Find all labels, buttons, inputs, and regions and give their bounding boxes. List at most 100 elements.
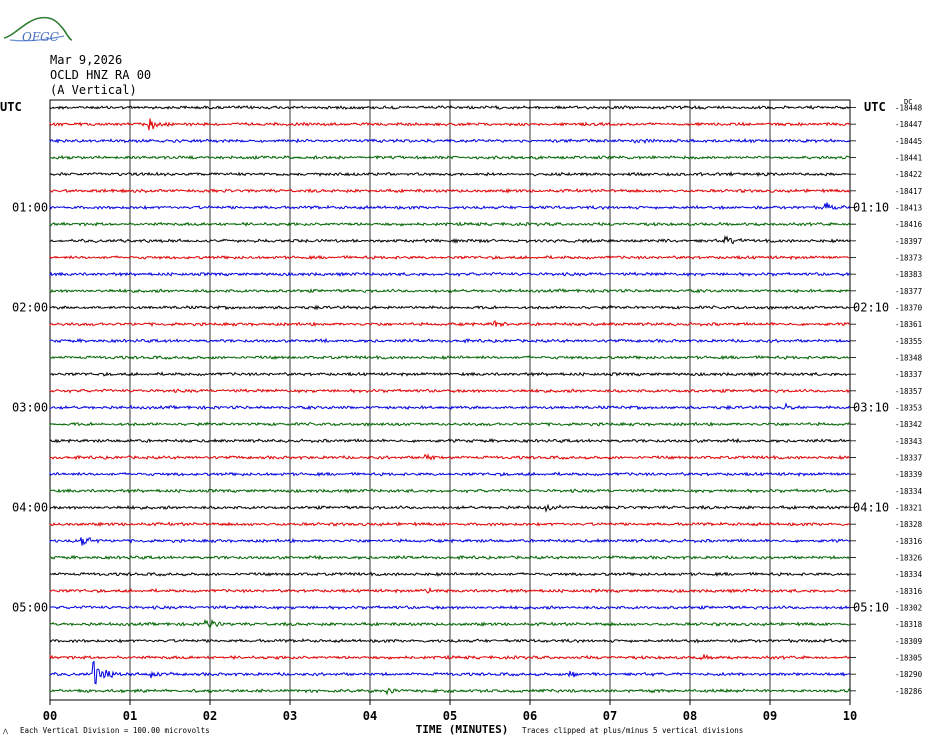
dc-offset-label: -18326	[895, 554, 923, 563]
dc-offset-label: -18448	[895, 104, 923, 113]
dc-offset-label: -18321	[895, 504, 922, 513]
trace-row-5	[49, 187, 851, 194]
left-time-label: 02:00	[12, 301, 48, 315]
trace-row-1	[49, 118, 851, 131]
dc-offset-label: -18447	[895, 120, 922, 129]
seismic-traces	[49, 104, 851, 696]
right-time-label: 01:10	[853, 201, 889, 215]
trace-row-13	[49, 319, 851, 328]
dc-offset-label: -18417	[895, 187, 922, 196]
dc-offset-label: -18353	[895, 404, 922, 413]
logo-text: OFGC	[22, 30, 59, 44]
trace-row-24	[49, 503, 851, 513]
dc-offset-label: -18337	[895, 370, 922, 379]
dc-offset-label: -18302	[895, 604, 922, 613]
x-tick-label: 08	[683, 709, 697, 723]
right-time-label: 03:10	[853, 401, 889, 415]
right-time-label: 05:10	[853, 601, 889, 615]
footer-scale-note: Each Vertical Division = 100.00 microvol…	[20, 726, 210, 735]
trace-row-32	[49, 638, 851, 644]
right-time-labels: 01:10 02:10 03:10 04:10 05:10	[853, 201, 889, 615]
dc-offset-label: -18342	[895, 420, 922, 429]
trace-row-18	[49, 402, 851, 411]
trace-row-22	[49, 471, 851, 477]
trace-row-0	[49, 104, 851, 111]
left-time-label: 04:00	[12, 501, 48, 515]
trace-row-10	[49, 271, 851, 277]
left-axis-title: UTC	[0, 100, 22, 114]
component-label: (A Vertical)	[50, 83, 137, 97]
trace-row-6	[49, 202, 851, 211]
scale-marker-icon: ⋀	[2, 728, 8, 735]
x-tick-label: 02	[203, 709, 217, 723]
right-time-label: 02:10	[853, 301, 889, 315]
trace-row-14	[49, 337, 851, 344]
trace-row-33	[49, 654, 851, 661]
dc-offset-label: -18348	[895, 354, 923, 363]
dc-offset-label: -18397	[895, 237, 922, 246]
dc-offset-label: -18305	[895, 654, 922, 663]
trace-row-29	[49, 586, 851, 594]
dc-column-title: DC	[904, 98, 912, 106]
dc-offset-label: -18413	[895, 204, 922, 213]
plot-date: Mar 9,2026	[50, 53, 123, 67]
x-tick-label: 06	[523, 709, 537, 723]
trace-row-16	[49, 371, 851, 377]
trace-row-34	[49, 660, 851, 685]
dc-offset-label: -18383	[895, 270, 922, 279]
dc-offset-label: -18416	[895, 220, 923, 229]
ofgc-logo: OFGC	[3, 16, 73, 44]
trace-row-26	[49, 537, 851, 546]
right-axis-title: UTC	[864, 100, 886, 114]
trace-row-31	[49, 618, 851, 630]
x-tick-label: 07	[603, 709, 617, 723]
dc-offset-label: -18355	[895, 337, 922, 346]
x-tick-label: 03	[283, 709, 297, 723]
dc-offset-label: -18377	[895, 287, 922, 296]
dc-offset-label: -18286	[895, 687, 923, 696]
trace-row-20	[49, 437, 850, 444]
trace-row-11	[49, 288, 851, 294]
dc-offset-label: -18422	[895, 170, 922, 179]
trace-row-9	[49, 254, 851, 261]
dc-offset-label: -18318	[895, 620, 923, 629]
dc-offset-label: -18316	[895, 587, 923, 596]
trace-row-21	[49, 453, 851, 461]
left-time-label: 05:00	[12, 601, 48, 615]
trace-row-25	[49, 521, 851, 528]
dc-offset-label: -18309	[895, 637, 922, 646]
logo-swoosh	[3, 16, 73, 41]
dc-offset-label: -18328	[895, 520, 923, 529]
left-time-label: 03:00	[12, 401, 48, 415]
x-tick-label: 01	[123, 709, 137, 723]
trace-row-2	[49, 137, 851, 145]
dc-offset-labels: -18448 -18447 -18445 -18441 -18422 -18417 -184…	[850, 104, 923, 696]
trace-row-12	[49, 304, 851, 311]
trace-row-27	[49, 554, 851, 561]
plot-grid	[49, 99, 851, 701]
trace-row-8	[49, 234, 851, 245]
dc-offset-label: -18357	[895, 387, 922, 396]
dc-offset-label: -18361	[895, 320, 922, 329]
dc-offset-label: -18316	[895, 537, 923, 546]
trace-row-30	[49, 604, 851, 611]
x-axis-ticks: 00 01 02 03 04 05 06 07 08 09 10	[43, 700, 857, 723]
dc-offset-label: -18370	[895, 304, 923, 313]
trace-row-17	[49, 388, 851, 394]
left-time-labels: 01:00 02:00 03:00 04:00 05:00	[12, 201, 48, 615]
dc-offset-label: -18290	[895, 670, 923, 679]
x-tick-label: 04	[363, 709, 377, 723]
dc-offset-label: -18445	[895, 137, 922, 146]
trace-row-23	[49, 488, 851, 494]
dc-offset-label: -18339	[895, 470, 922, 479]
x-tick-label: 00	[43, 709, 57, 723]
right-time-label: 04:10	[853, 501, 889, 515]
trace-row-4	[49, 171, 851, 178]
left-time-label: 01:00	[12, 201, 48, 215]
dc-offset-label: -18373	[895, 254, 922, 263]
x-tick-label: 10	[843, 709, 857, 723]
dc-offset-label: -18334	[895, 487, 923, 496]
dc-offset-label: -18334	[895, 570, 923, 579]
footer-clip-note: Traces clipped at plus/minus 5 vertical …	[522, 726, 743, 735]
